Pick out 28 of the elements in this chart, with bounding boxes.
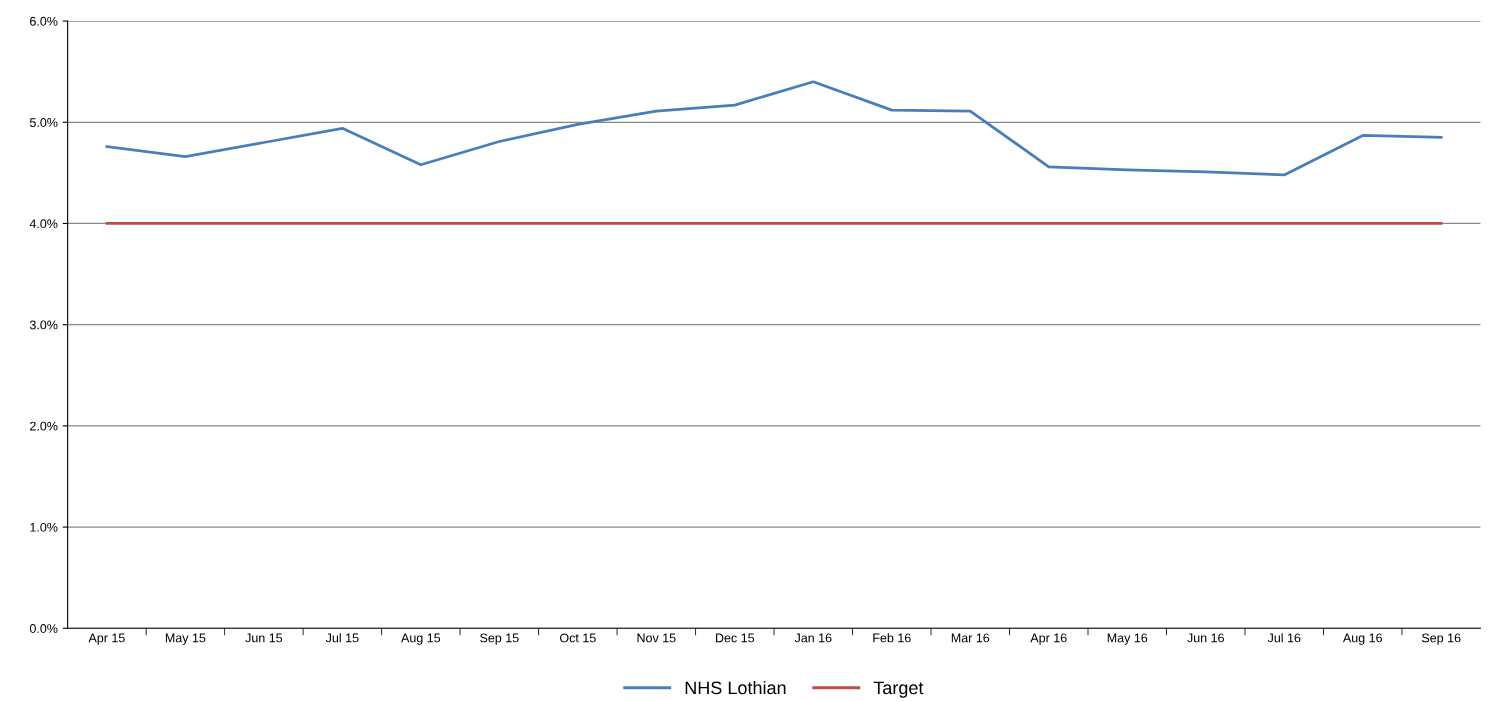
x-tick-label: Nov 15: [637, 633, 676, 643]
x-tick-label: May 15: [165, 633, 206, 645]
x-tick-label: Apr 16: [1030, 633, 1067, 645]
line-series: [105, 80, 1443, 177]
y-tick-label: 6.0%: [30, 16, 58, 26]
x-tick-label: Oct 15: [560, 633, 596, 643]
y-tick-label: 5.0%: [29, 118, 58, 127]
y-tick-label: 4.0%: [29, 219, 58, 229]
y-tick-label: 0.0%: [29, 624, 58, 633]
legend-label: NHS Lothian: [685, 680, 786, 695]
x-tick-label: Jun 15: [245, 633, 283, 643]
x-tick-label: Aug 16: [1342, 633, 1382, 645]
x-tick-label: May 16: [1107, 633, 1148, 645]
x-tick-label: Jun 16: [1187, 633, 1224, 643]
y-tick-label: 1.0%: [30, 522, 58, 532]
x-tick-label: Feb 16: [873, 633, 911, 643]
legend-label: Target: [873, 681, 924, 698]
x-tick-label: Jul 16: [1267, 633, 1301, 643]
x-tick-label: Dec 15: [716, 633, 755, 643]
y-tick-label: 2.0%: [30, 421, 58, 431]
x-tick-label: Sep 16: [1421, 633, 1461, 645]
x-tick-label: Jan 16: [794, 633, 832, 643]
x-tick-label: Mar 16: [951, 633, 990, 643]
y-tick-label: 3.0%: [29, 320, 58, 330]
x-tick-label: Jul 15: [325, 633, 359, 643]
x-tick-label: Aug 15: [401, 633, 441, 645]
x-tick-label: Apr 15: [88, 633, 125, 645]
x-tick-label: Sep 15: [480, 633, 519, 645]
